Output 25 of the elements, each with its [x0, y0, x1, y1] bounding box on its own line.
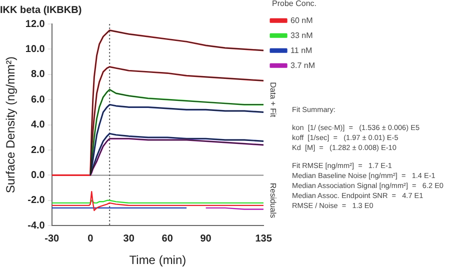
legend-label: 33 nM — [290, 30, 314, 40]
y-tick-label: 6.0 — [30, 94, 46, 106]
y-tick-label: 12.0 — [25, 18, 46, 30]
y-tick-label: 10.0 — [25, 44, 46, 55]
y-axis-title: Surface Density (ng/mm²) — [4, 56, 18, 194]
x-tick-label: -30 — [44, 233, 60, 244]
y-tick-label: 2.0 — [30, 144, 46, 156]
chart-title: IKK beta (IKBKB) — [0, 4, 82, 16]
x-tick-label: 60 — [162, 233, 174, 244]
x-tick-label: 90 — [200, 233, 212, 244]
legend-label: 11 nM — [290, 46, 313, 55]
y-tick-label: 0.0 — [30, 170, 46, 181]
x-axis-title: Time (min) — [129, 253, 186, 268]
legend-label: 60 nM — [290, 16, 314, 25]
y-tick-label: -2.0 — [28, 195, 46, 206]
legend-title: Probe Conc. — [272, 0, 317, 8]
x-tick-label: 30 — [123, 233, 135, 244]
text: Data + Fit — [268, 82, 278, 118]
y-tick-label: 8.0 — [30, 69, 46, 80]
text: Residuals — [268, 182, 278, 218]
x-tick-label: 0 — [88, 233, 94, 244]
x-tick-label: 135 — [255, 233, 272, 244]
y-tick-label: 4.0 — [30, 120, 46, 131]
legend-label: 3.7 nM — [290, 60, 316, 70]
y-tick-label: -4.0 — [28, 220, 46, 232]
